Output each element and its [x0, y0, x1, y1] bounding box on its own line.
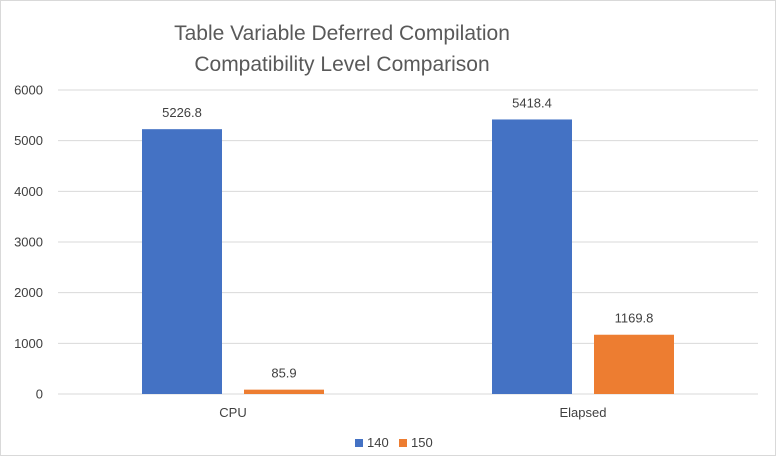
y-tick-label: 4000 [14, 184, 43, 199]
y-tick-label: 1000 [14, 336, 43, 351]
y-tick-label: 0 [36, 387, 43, 402]
chart-title: Table Variable Deferred Compilation Comp… [82, 18, 602, 80]
data-label: 5418.4 [512, 95, 552, 110]
legend-label: 140 [367, 435, 389, 450]
y-tick-label: 2000 [14, 285, 43, 300]
bar [492, 119, 572, 394]
legend-swatch [399, 439, 407, 447]
bar [244, 389, 324, 394]
bar [594, 334, 674, 394]
data-label: 85.9 [271, 366, 296, 381]
data-label: 5226.8 [162, 105, 202, 120]
x-category-label: Elapsed [560, 405, 607, 420]
x-category-label: CPU [219, 405, 246, 420]
bar [142, 129, 222, 394]
y-tick-label: 3000 [14, 235, 43, 250]
y-tick-label: 5000 [14, 133, 43, 148]
chart-title-line-2: Compatibility Level Comparison [194, 53, 490, 76]
legend-swatch [355, 439, 363, 447]
y-tick-label: 6000 [14, 83, 43, 98]
chart-title-line-1: Table Variable Deferred Compilation [174, 22, 510, 45]
data-label: 1169.8 [615, 311, 654, 326]
legend-label: 150 [411, 435, 433, 450]
